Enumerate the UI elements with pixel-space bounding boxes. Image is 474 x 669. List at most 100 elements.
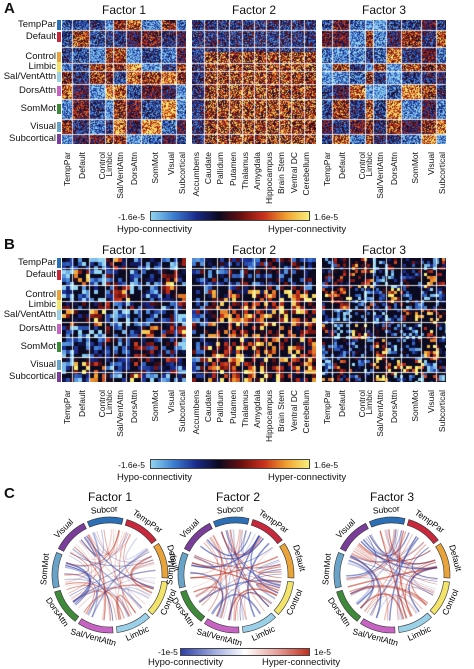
chord-line: [239, 592, 273, 621]
chord-line: [209, 536, 228, 619]
network-arc-5: [77, 618, 114, 634]
network-arc-0: [86, 516, 124, 528]
chord-line: [103, 529, 136, 614]
panel-b-xlabel-f2-1: Caudate: [203, 390, 214, 423]
network-arc-8: [339, 522, 369, 552]
panel-a-network-swatch-1: [57, 32, 61, 43]
chord-line: [210, 573, 282, 614]
panel-b-network-swatch-7: [57, 359, 61, 370]
chord-line: [388, 529, 436, 565]
panel-a-xlabel-f1-1: Default: [76, 152, 87, 179]
chord-line: [114, 530, 121, 620]
chord-line: [349, 555, 382, 619]
chord-line: [91, 548, 149, 618]
network-arc-8: [183, 522, 213, 552]
chord-line: [194, 554, 281, 569]
chord-line: [72, 548, 143, 609]
panel-b-xlabel-f2-3: Putamen: [227, 390, 238, 425]
chord-line: [190, 571, 233, 621]
chord-line: [351, 529, 399, 596]
network-arc-2: [435, 542, 451, 579]
panel-b-xlabel-f3-4: Sal/VentAttn: [375, 390, 386, 437]
chord-line: [362, 532, 410, 557]
chord-line: [131, 559, 154, 590]
chord-line: [363, 538, 434, 596]
chord-line: [358, 542, 431, 562]
network-arc-4: [398, 612, 432, 633]
chord-line: [191, 562, 280, 592]
chord-line: [64, 529, 113, 584]
panel-letter-b: B: [4, 236, 15, 253]
panel-b-xlabel-f3-6: SomMot: [410, 390, 420, 422]
panel-a-xlabel-f3-3: Limbic: [364, 152, 375, 177]
chord-line: [347, 562, 373, 604]
chord-line: [65, 530, 120, 566]
chord-line: [199, 560, 280, 604]
network-arc-1: [124, 519, 157, 545]
chord-line: [218, 596, 230, 620]
panel-a-hyper-label: Hyper-connectivity: [268, 224, 347, 235]
chord-label-0: Subcor: [216, 503, 244, 515]
panel-c-hyper-label: Hyper-connectivity: [262, 657, 341, 668]
panel-b-ylabel-6: SomMot: [20, 341, 56, 353]
chord-line: [124, 537, 148, 561]
chord-line: [203, 542, 222, 612]
panel-a-factor-1-matrix: [62, 20, 186, 144]
panel-b-network-swatch-2: [57, 290, 61, 301]
panel-a-network-swatch-7: [57, 121, 61, 132]
panel-a-factor-1-title: Factor 1: [101, 3, 146, 17]
panel-a-xlabel-f3-7: Visual: [426, 152, 437, 175]
panel-b-network-swatch-6: [57, 342, 61, 353]
panel-c-chord-diagrams: Subcor TempParDefaultControlLimbicSal/Ven…: [38, 503, 464, 648]
panel-b-hypo-label: Hypo-connectivity: [117, 472, 192, 483]
network-arc-7: [177, 551, 189, 589]
chord-line: [396, 543, 427, 621]
chord-line: [113, 529, 151, 598]
panel-b-ylabel-0: TempPar: [17, 256, 56, 268]
panel-b-factor-3-title: Factor 3: [361, 243, 406, 257]
panel-c-factor-1-title: Factor 1: [87, 490, 132, 504]
panel-a-xlabel-f1-3: Limbic: [104, 152, 115, 177]
chord-line: [349, 585, 374, 606]
network-arc-4: [242, 612, 276, 633]
chord-line: [234, 592, 272, 621]
chord-line: [366, 594, 417, 614]
chord-line: [255, 582, 281, 600]
panel-a-network-swatch-2: [57, 52, 61, 63]
chord-line: [71, 544, 93, 600]
panel-a-ylabel-8: Subcortical: [9, 133, 56, 145]
panel-b-xlabel-f1-8: Subcortical: [177, 390, 188, 433]
chord-line: [355, 543, 376, 561]
chord-line: [70, 529, 117, 560]
chord-line: [87, 532, 102, 616]
panel-b-factor-1-matrix: [62, 258, 186, 382]
chord-line: [65, 564, 91, 606]
chord-line: [232, 529, 245, 621]
chord-line: [64, 552, 90, 576]
panel-b-xlabel-f2-0: Accumbens: [191, 390, 201, 435]
chord-line: [69, 551, 150, 597]
chord-line: [360, 540, 438, 570]
chord-line: [78, 569, 156, 609]
chord-line: [72, 569, 156, 603]
panel-b-ylabel-4: Sal/VentAttn: [3, 309, 56, 321]
chord-line: [258, 568, 282, 587]
chord-line: [383, 596, 412, 621]
chord-line: [346, 541, 424, 582]
network-arc-7: [333, 551, 345, 589]
network-arc-3: [429, 581, 450, 615]
chord-line: [379, 530, 408, 619]
panel-b-xlabel-f1-7: Visual: [166, 390, 177, 413]
network-arc-0: [212, 516, 250, 528]
panel-a-xlabel-f3-1: Default: [336, 152, 347, 179]
chord-line: [351, 550, 374, 565]
chord-line: [225, 530, 281, 586]
panel-b-colorbar-max: 1.6e-5: [314, 460, 339, 470]
panel-a-xlabel-f3-4: Sal/VentAttn: [375, 152, 386, 199]
chord-label-0: Subcor: [372, 503, 400, 515]
panel-b-factor-2-title: Factor 2: [231, 243, 276, 257]
panel-c-factor-3-title: Factor 3: [369, 490, 414, 504]
chord-line: [190, 571, 224, 618]
panel-b-colorbar: [150, 459, 310, 469]
panel-b-network-swatch-4: [57, 310, 61, 321]
